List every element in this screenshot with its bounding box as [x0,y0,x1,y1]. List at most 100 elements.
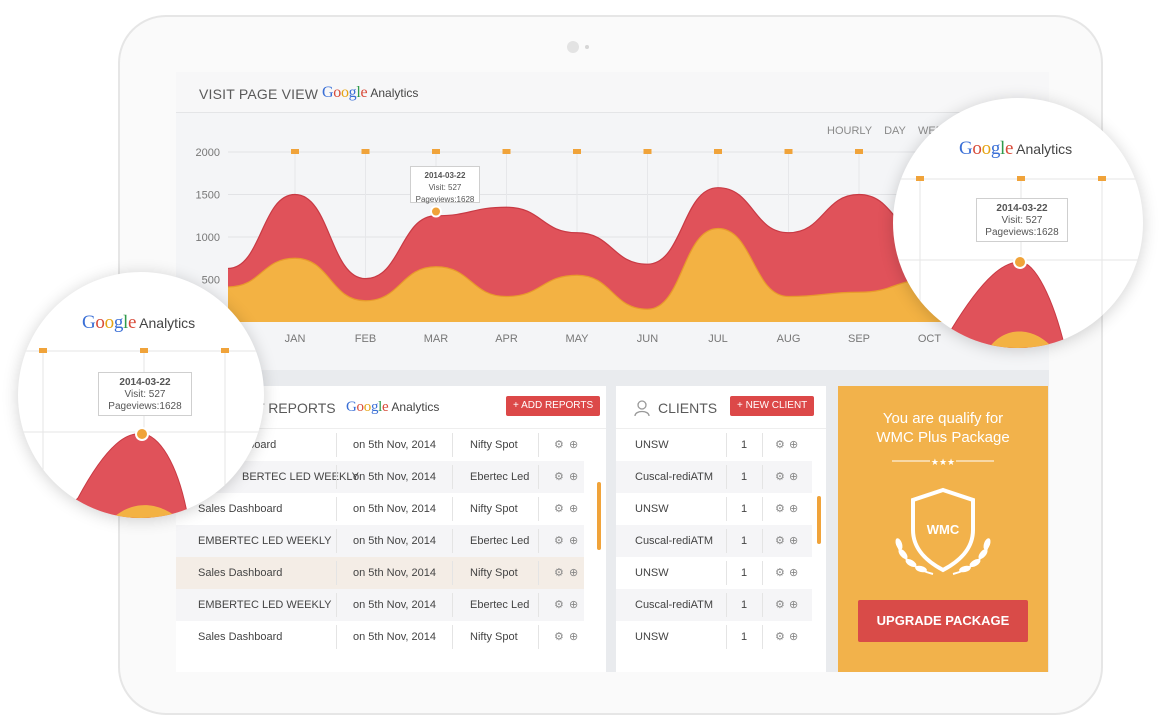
download-icon[interactable]: ⊕ [789,471,799,483]
column-divider [762,561,763,585]
magnifier-left: Google Analytics 2014-03-22 Visit: 527 Pa… [18,272,264,518]
upgrade-line-2: WMC Plus Package [876,429,1010,446]
client-row[interactable]: Cuscal-rediATM 1 ⚙ ⊕ [616,589,812,621]
download-icon[interactable]: ⊕ [569,535,579,547]
download-icon[interactable]: ⊕ [569,503,579,515]
reports-panel: T REPORTS Google Analytics + ADD REPORTS … [176,386,606,672]
download-icon[interactable]: ⊕ [569,567,579,579]
column-divider [762,529,763,553]
column-divider [726,433,727,457]
report-row[interactable]: Sales Dashboard on 5th Nov, 2014 Nifty Spo… [176,621,584,653]
download-icon[interactable]: ⊕ [569,439,579,451]
magnified-highlight-point [1013,255,1027,269]
client-count: 1 [741,567,748,579]
range-hourly[interactable]: HOURLY [827,125,873,137]
client-name: Cuscal-rediATM [635,599,714,611]
gear-icon[interactable]: ⚙ [554,567,564,579]
y-tick-label: 2000 [196,147,220,159]
series-area [228,228,1031,322]
client-name: Cuscal-rediATM [635,471,714,483]
report-row[interactable]: Sales Dashboard on 5th Nov, 2014 Nifty Spo… [176,557,584,589]
download-icon[interactable]: ⊕ [789,631,799,643]
gear-icon[interactable]: ⚙ [554,439,564,451]
gear-icon[interactable]: ⚙ [775,567,785,579]
report-date: on 5th Nov, 2014 [353,503,436,515]
add-reports-button[interactable]: + ADD REPORTS [506,396,601,416]
client-row[interactable]: UNSW 1 ⚙ ⊕ [616,429,812,461]
download-icon[interactable]: ⊕ [789,535,799,547]
report-row[interactable]: EMBERTEC LED WEEKLY on 5th Nov, 2014 Ebert… [176,589,584,621]
column-divider [726,561,727,585]
upgrade-package-button[interactable]: UPGRADE PACKAGE [858,600,1028,642]
report-row[interactable]: hboard on 5th Nov, 2014 Nifty Spot ⚙ ⊕ [176,429,584,461]
report-date: on 5th Nov, 2014 [353,535,436,547]
dashboard-screen: VISIT PAGE VIEW Google Analytics HOURLY D… [176,72,1049,672]
new-client-button[interactable]: + NEW CLIENT [730,396,815,416]
gear-icon[interactable]: ⚙ [775,471,785,483]
client-row[interactable]: Cuscal-rediATM 1 ⚙ ⊕ [616,525,812,557]
clients-scrollbar[interactable] [817,496,821,544]
magnified-month-marker [140,348,148,353]
column-divider [726,529,727,553]
gear-icon[interactable]: ⚙ [775,503,785,515]
report-client: Ebertec Led [470,471,530,483]
column-divider [452,529,453,553]
reports-scrollbar[interactable] [597,482,601,550]
google-analytics-logo: Google Analytics [346,399,440,415]
magnified-month-marker [916,176,924,181]
gear-icon[interactable]: ⚙ [554,471,564,483]
tooltip-visit: Visit: 527 [428,183,462,192]
report-row[interactable]: EMBERTEC LED WEEKLY on 5th Nov, 2014 Ebert… [176,525,584,557]
month-marker [714,149,722,154]
gear-icon[interactable]: ⚙ [554,503,564,515]
gear-icon[interactable]: ⚙ [554,535,564,547]
report-client: Nifty Spot [470,631,518,643]
gear-icon[interactable]: ⚙ [775,439,785,451]
user-icon [634,400,650,417]
magnified-month-marker [1098,176,1106,181]
gear-icon[interactable]: ⚙ [775,631,785,643]
magnified-tooltip: 2014-03-22 Visit: 527 Pageviews:1628 [976,198,1068,242]
download-icon[interactable]: ⊕ [789,599,799,611]
report-row[interactable]: Sales Dashboard on 5th Nov, 2014 Nifty Spo… [176,493,584,525]
upgrade-panel: You are qualify for WMC Plus Package ★★★… [838,386,1048,672]
download-icon[interactable]: ⊕ [569,471,579,483]
client-row[interactable]: UNSW 1 ⚙ ⊕ [616,621,812,653]
gear-icon[interactable]: ⚙ [775,535,785,547]
magnified-tooltip-visit: Visit: 527 [124,389,166,400]
client-name: UNSW [635,567,669,579]
column-divider [538,433,539,457]
client-name: UNSW [635,439,669,451]
download-icon[interactable]: ⊕ [569,599,579,611]
gear-icon[interactable]: ⚙ [554,631,564,643]
x-tick-label: MAR [424,333,449,345]
gear-icon[interactable]: ⚙ [554,599,564,611]
report-client: Nifty Spot [470,567,518,579]
column-divider [762,497,763,521]
report-date: on 5th Nov, 2014 [353,631,436,643]
gear-icon[interactable]: ⚙ [775,599,785,611]
x-tick-label: MAY [565,333,589,345]
magnified-tooltip: 2014-03-22 Visit: 527 Pageviews:1628 [98,372,192,416]
report-client: Nifty Spot [470,503,518,515]
tooltip-pageviews: Pageviews:1628 [415,195,475,204]
report-row[interactable]: BERTEC LED WEEKLY on 5th Nov, 2014 Ebertec… [176,461,584,493]
download-icon[interactable]: ⊕ [789,439,799,451]
client-row[interactable]: UNSW 1 ⚙ ⊕ [616,557,812,589]
range-day[interactable]: DAY [884,125,906,137]
y-tick-label: 500 [202,275,220,287]
report-client: Ebertec Led [470,535,530,547]
series-line [227,187,1031,280]
client-row[interactable]: Cuscal-rediATM 1 ⚙ ⊕ [616,461,812,493]
column-divider [538,561,539,585]
download-icon[interactable]: ⊕ [789,567,799,579]
download-icon[interactable]: ⊕ [789,503,799,515]
column-divider [762,625,763,649]
column-divider [336,497,337,521]
client-row[interactable]: UNSW 1 ⚙ ⊕ [616,493,812,525]
series-line [227,227,1031,310]
download-icon[interactable]: ⊕ [569,631,579,643]
wmc-badge-label: WMC [926,522,960,537]
month-marker [855,149,863,154]
column-divider [452,433,453,457]
